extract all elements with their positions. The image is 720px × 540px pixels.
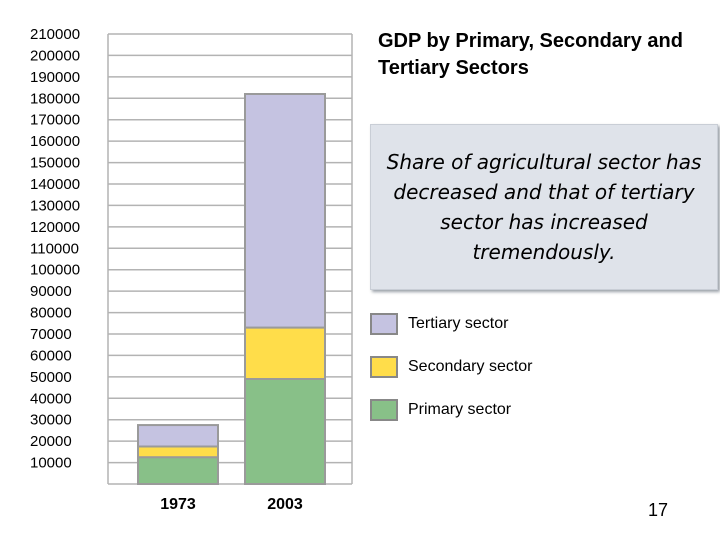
bar-tertiary-1973 (137, 424, 219, 448)
legend-label-tertiary: Tertiary sector (408, 315, 509, 332)
y-tick-label: 20000 (30, 433, 72, 450)
y-tick-label: 120000 (30, 219, 80, 236)
y-tick-label: 180000 (30, 90, 80, 107)
legend-label-secondary: Secondary sector (408, 358, 533, 375)
bar-secondary-1973 (137, 445, 219, 459)
y-tick-label: 100000 (30, 262, 80, 279)
legend-item-tertiary: Tertiary sector (370, 310, 508, 338)
y-tick-label: 60000 (30, 347, 72, 364)
legend-item-primary: Primary sector (370, 396, 511, 424)
y-tick-label: 200000 (30, 47, 80, 64)
bar-primary-1973 (137, 456, 219, 486)
y-tick-label: 90000 (30, 283, 72, 300)
y-tick-label: 80000 (30, 305, 72, 322)
bar-secondary-2003 (244, 326, 326, 381)
y-axis-ticks: 10000 20000 30000 40000 50000 60000 70000 80000… (30, 26, 80, 472)
y-tick-label: 110000 (30, 240, 79, 257)
annotation-note: Share of agricultural sector has decreas… (370, 124, 718, 290)
y-tick-label: 210000 (30, 26, 80, 43)
legend-swatch-primary (370, 399, 398, 421)
bar-tertiary-2003 (244, 93, 326, 329)
y-tick-label: 150000 (30, 155, 80, 172)
legend-swatch-tertiary (370, 313, 398, 335)
y-tick-label: 170000 (30, 112, 80, 129)
y-tick-label: 140000 (30, 176, 80, 193)
chart-bars (137, 93, 326, 486)
y-tick-label: 70000 (30, 326, 72, 343)
chart-title: GDP by Primary, Secondary and Tertiary S… (378, 30, 683, 79)
y-tick-label: 160000 (30, 133, 80, 150)
legend-swatch-secondary (370, 356, 398, 378)
y-tick-label: 50000 (30, 369, 72, 386)
y-tick-label: 10000 (30, 455, 72, 472)
bar-primary-2003 (244, 378, 326, 485)
x-tick-label: 2003 (267, 496, 303, 513)
page-number: 17 (648, 500, 669, 520)
legend-label-primary: Primary sector (408, 401, 512, 418)
x-tick-label: 1973 (160, 496, 196, 513)
y-tick-label: 130000 (30, 197, 80, 214)
legend-item-secondary: Secondary sector (370, 353, 533, 381)
y-tick-label: 40000 (30, 390, 72, 407)
x-axis-labels: 1973 2003 (160, 496, 303, 513)
y-tick-label: 190000 (30, 69, 80, 86)
y-tick-label: 30000 (30, 412, 72, 429)
